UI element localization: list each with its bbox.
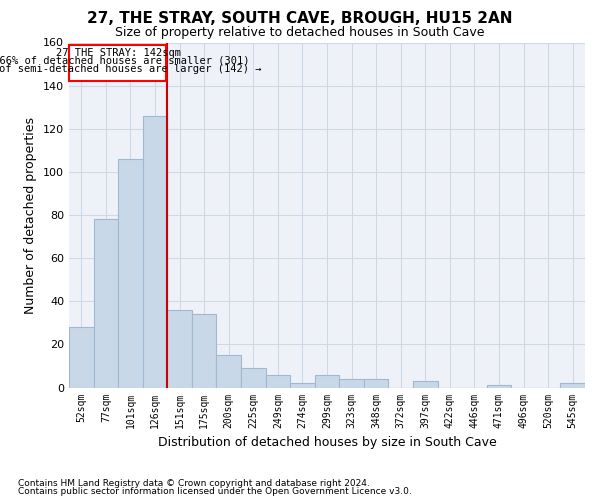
Bar	[167, 310, 192, 388]
Bar	[339, 379, 364, 388]
Bar	[560, 383, 585, 388]
Text: Contains HM Land Registry data © Crown copyright and database right 2024.: Contains HM Land Registry data © Crown c…	[18, 478, 370, 488]
FancyBboxPatch shape	[69, 44, 166, 82]
Text: 27, THE STRAY, SOUTH CAVE, BROUGH, HU15 2AN: 27, THE STRAY, SOUTH CAVE, BROUGH, HU15 …	[87, 11, 513, 26]
Bar	[315, 374, 339, 388]
Bar	[364, 379, 388, 388]
Bar	[118, 159, 143, 388]
Bar	[69, 327, 94, 388]
Text: Size of property relative to detached houses in South Cave: Size of property relative to detached ho…	[115, 26, 485, 39]
Bar	[217, 355, 241, 388]
Bar	[487, 386, 511, 388]
Y-axis label: Number of detached properties: Number of detached properties	[25, 116, 37, 314]
Text: Contains public sector information licensed under the Open Government Licence v3: Contains public sector information licen…	[18, 487, 412, 496]
Bar	[241, 368, 266, 388]
Text: ← 66% of detached houses are smaller (301): ← 66% of detached houses are smaller (30…	[0, 56, 250, 66]
X-axis label: Distribution of detached houses by size in South Cave: Distribution of detached houses by size …	[158, 436, 496, 449]
Bar	[413, 381, 437, 388]
Bar	[143, 116, 167, 388]
Bar	[266, 374, 290, 388]
Bar	[94, 220, 118, 388]
Bar	[192, 314, 217, 388]
Text: 31% of semi-detached houses are larger (142) →: 31% of semi-detached houses are larger (…	[0, 64, 262, 74]
Text: 27 THE STRAY: 142sqm: 27 THE STRAY: 142sqm	[56, 48, 181, 58]
Bar	[290, 383, 315, 388]
